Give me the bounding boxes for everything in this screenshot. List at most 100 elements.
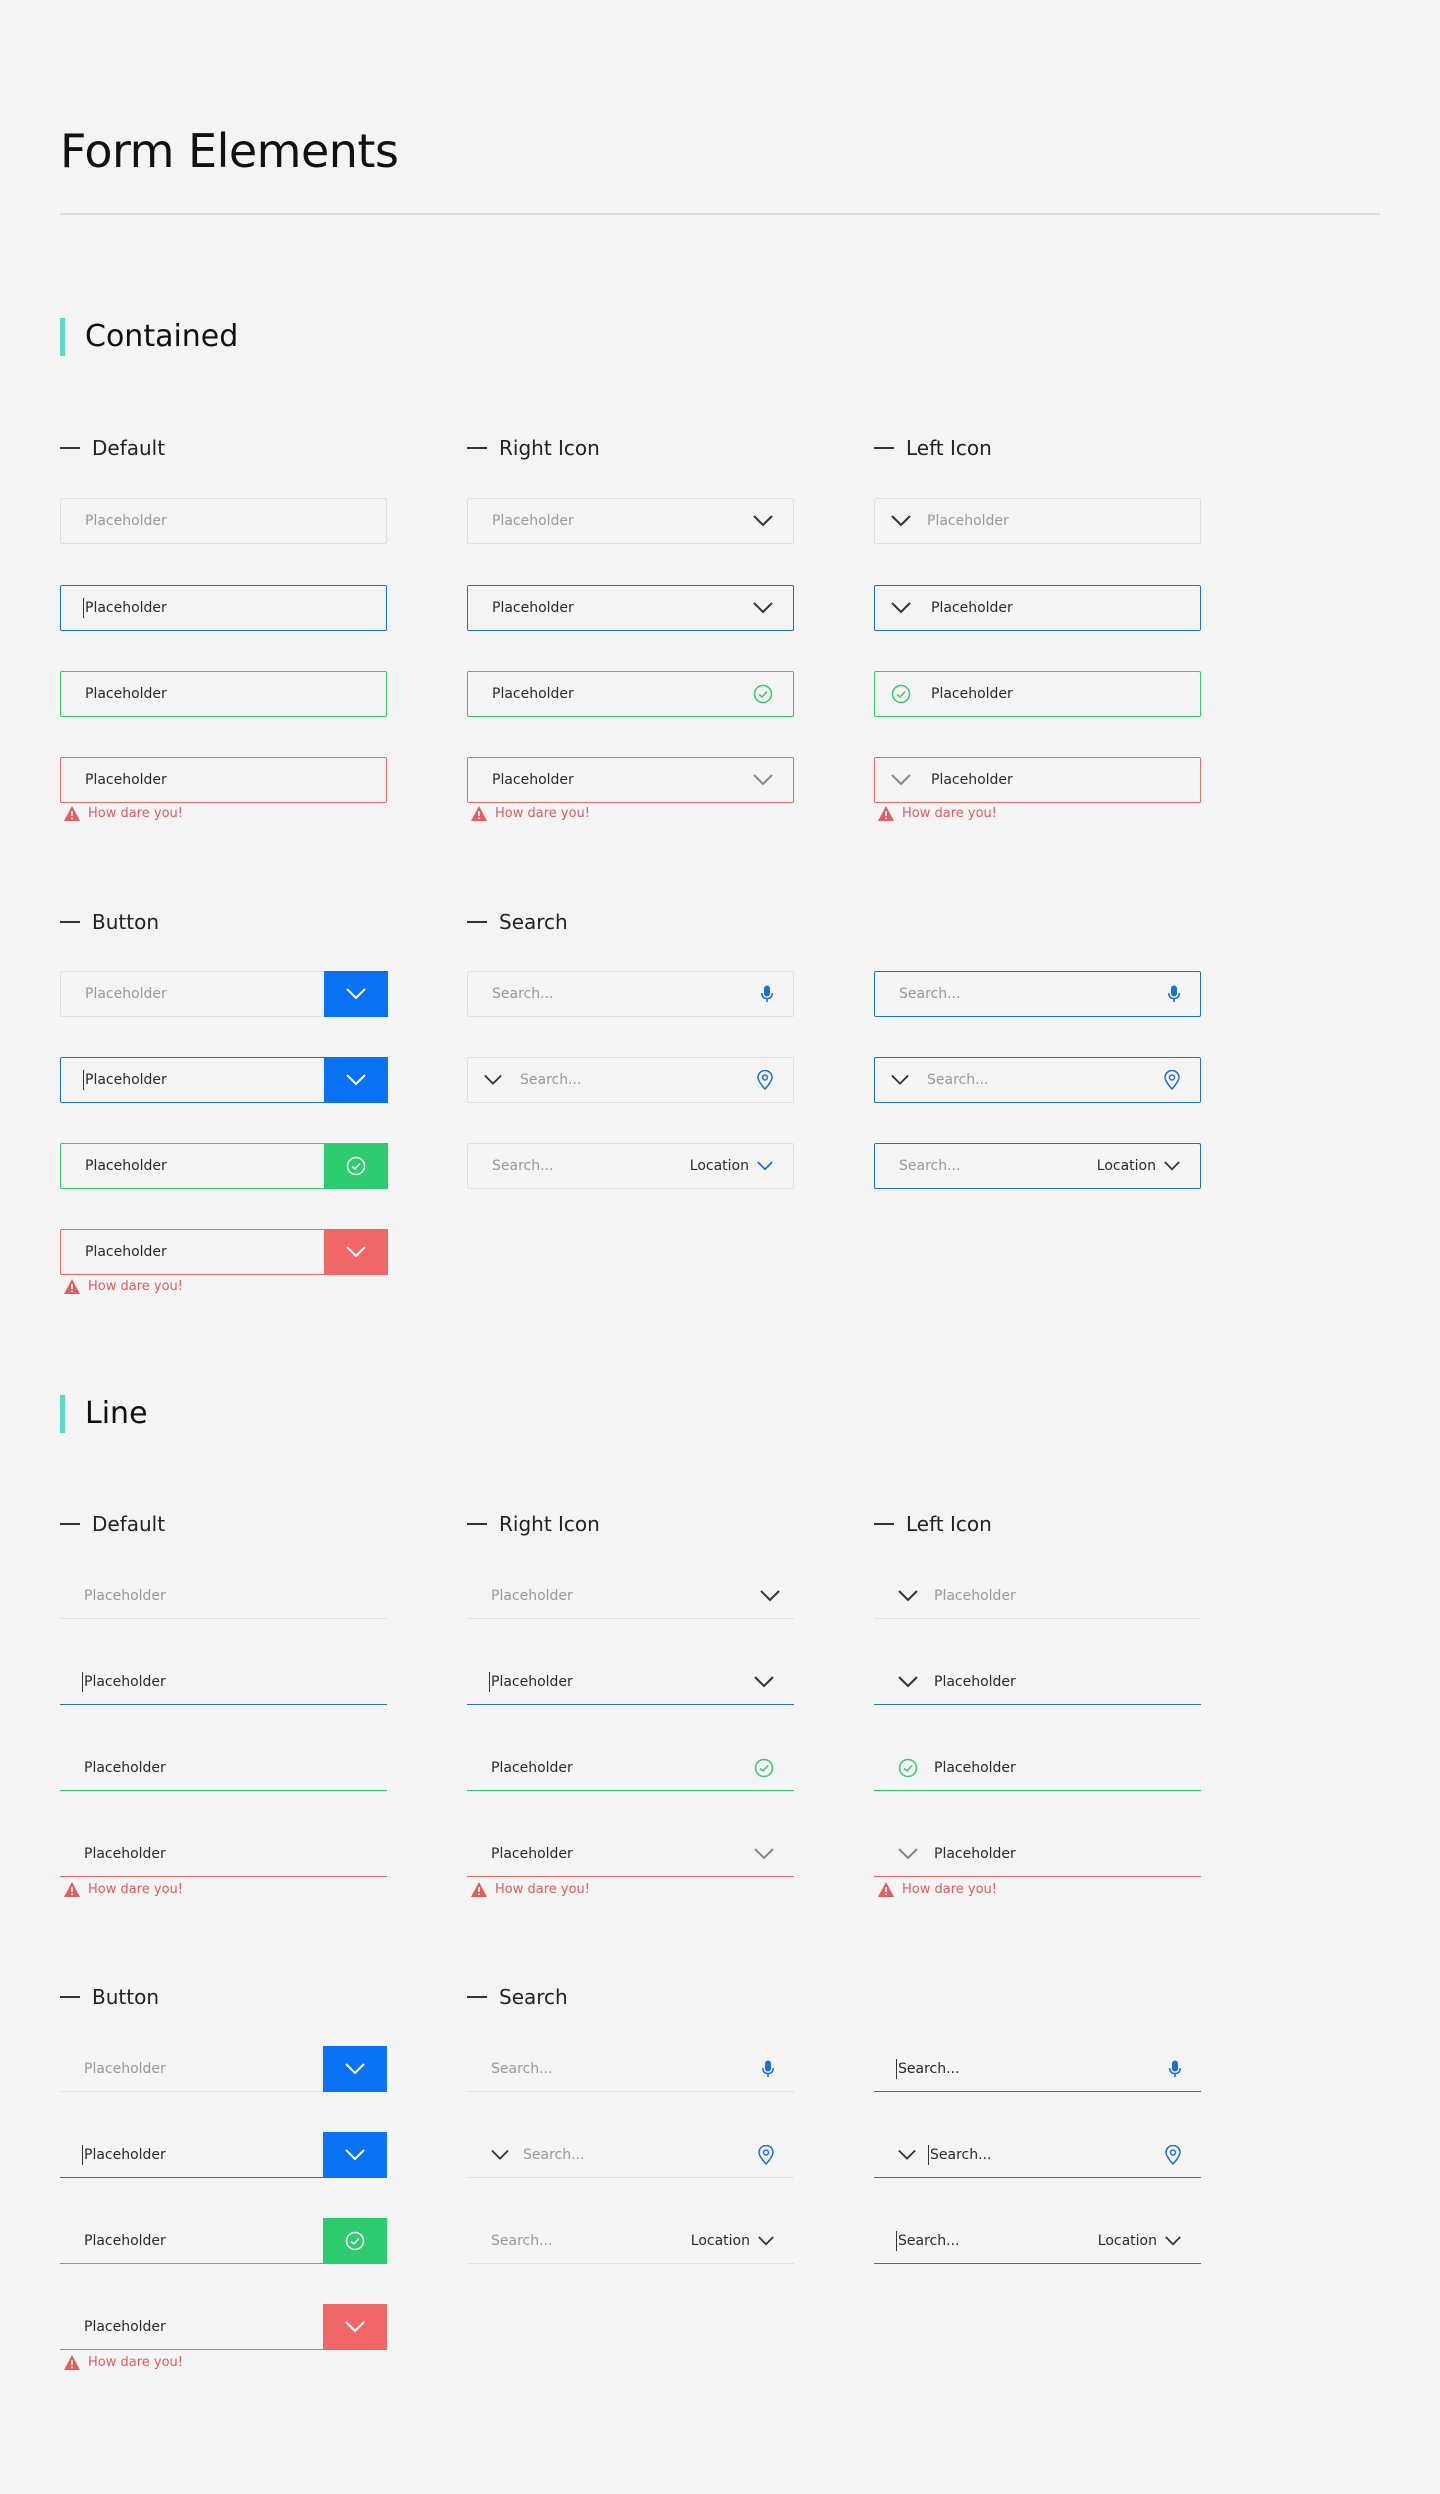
error-text: How dare you! (902, 806, 997, 821)
group-title-label: Button (92, 910, 159, 934)
line-search-input-mic-focused[interactable]: Search... (874, 2046, 1201, 2092)
location-pin-icon[interactable] (1164, 1070, 1180, 1090)
select-right-icon-default[interactable]: Placeholder (467, 498, 794, 544)
search-input-location-focused[interactable]: Search... (874, 1057, 1201, 1103)
search-placeholder: Search... (523, 2146, 585, 2163)
page-title: Form Elements (60, 124, 399, 178)
error-text: How dare you! (88, 1279, 183, 1294)
line-input-error[interactable]: Placeholder (60, 1831, 387, 1877)
input-value: Placeholder (491, 1845, 573, 1862)
line-select-right-icon-focused[interactable]: Placeholder (467, 1659, 794, 1705)
line-select-right-icon-default[interactable]: Placeholder (467, 1573, 794, 1619)
error-message: How dare you! (64, 1882, 183, 1897)
search-placeholder: Search... (491, 2232, 553, 2249)
dropdown-button[interactable] (323, 1056, 388, 1103)
input-placeholder: Placeholder (491, 1587, 573, 1604)
microphone-icon[interactable] (762, 2060, 774, 2078)
line-search-input-location[interactable]: Search... (467, 2132, 794, 2178)
button-select-success[interactable]: Placeholder (60, 1142, 388, 1189)
line-input-focused[interactable]: Placeholder (60, 1659, 387, 1705)
warning-icon (471, 1882, 487, 1897)
location-select[interactable]: Location (1097, 1158, 1180, 1174)
search-input-mic[interactable]: Search... (467, 971, 794, 1017)
line-input-success[interactable]: Placeholder (60, 1745, 387, 1791)
input-value: Placeholder (491, 1759, 573, 1776)
text-input-focused[interactable]: Placeholder (60, 585, 387, 631)
search-input-location[interactable]: Search... (467, 1057, 794, 1103)
location-pin-icon[interactable] (1165, 2144, 1181, 2165)
line-button-select-error[interactable]: Placeholder (60, 2304, 387, 2350)
select-left-icon-default[interactable]: Placeholder (874, 498, 1201, 544)
microphone-icon[interactable] (761, 985, 773, 1003)
error-message: How dare you! (878, 1882, 997, 1897)
check-circle-icon (753, 684, 773, 704)
select-right-icon-focused[interactable]: Placeholder (467, 585, 794, 631)
search-placeholder: Search... (927, 2144, 992, 2165)
success-button[interactable] (323, 2218, 387, 2264)
error-text: How dare you! (495, 806, 590, 821)
search-placeholder: Search... (492, 986, 554, 1002)
line-select-left-icon-error[interactable]: Placeholder (874, 1831, 1201, 1877)
success-button[interactable] (323, 1142, 388, 1189)
dropdown-button[interactable] (323, 1228, 388, 1275)
line-input-default[interactable]: Placeholder (60, 1573, 387, 1619)
chevron-down-icon (898, 1675, 918, 1688)
location-select[interactable]: Location (1098, 2233, 1181, 2249)
warning-icon (64, 806, 80, 821)
line-select-right-icon-success[interactable]: Placeholder (467, 1745, 794, 1791)
input-placeholder: Placeholder (85, 513, 167, 529)
dropdown-button[interactable] (323, 2046, 387, 2092)
check-circle-icon (754, 1758, 774, 1778)
input-value: Placeholder (489, 1671, 573, 1692)
dropdown-button[interactable] (323, 970, 388, 1017)
search-placeholder: Search... (491, 2060, 553, 2077)
button-select-error[interactable]: Placeholder (60, 1228, 388, 1275)
line-search-input-location-focused[interactable]: Search... (874, 2132, 1201, 2178)
input-value: Placeholder (85, 1244, 167, 1260)
line-button-select-default[interactable]: Placeholder (60, 2046, 387, 2092)
text-input-error[interactable]: Placeholder (60, 757, 387, 803)
section-title-line: Line (60, 1395, 148, 1433)
select-left-icon-error[interactable]: Placeholder (874, 757, 1201, 803)
button-select-focused[interactable]: Placeholder (60, 1056, 388, 1103)
dropdown-button[interactable] (323, 2304, 387, 2350)
select-right-icon-success[interactable]: Placeholder (467, 671, 794, 717)
group-title-default: Default (60, 436, 165, 460)
dropdown-button[interactable] (323, 2132, 387, 2178)
select-right-icon-error[interactable]: Placeholder (467, 757, 794, 803)
line-search-input-location-select[interactable]: Search... Location (467, 2218, 794, 2264)
search-placeholder: Search... (895, 2058, 960, 2079)
chevron-down-icon (891, 515, 911, 527)
line-search-input-mic[interactable]: Search... (467, 2046, 794, 2092)
chevron-down-icon (484, 1074, 502, 1086)
line-button-select-success[interactable]: Placeholder (60, 2218, 387, 2264)
line-select-left-icon-focused[interactable]: Placeholder (874, 1659, 1201, 1705)
search-input-location-select-focused[interactable]: Search... Location (874, 1143, 1201, 1189)
chevron-down-icon (1165, 2235, 1181, 2245)
location-pin-icon[interactable] (757, 1070, 773, 1090)
check-circle-icon (345, 2231, 365, 2251)
search-placeholder: Search... (927, 1072, 989, 1088)
group-title-button: Button (60, 1985, 159, 2009)
location-select[interactable]: Location (690, 1158, 773, 1174)
text-input-success[interactable]: Placeholder (60, 671, 387, 717)
line-select-left-icon-success[interactable]: Placeholder (874, 1745, 1201, 1791)
select-left-icon-success[interactable]: Placeholder (874, 671, 1201, 717)
warning-icon (471, 806, 487, 821)
button-select-default[interactable]: Placeholder (60, 970, 388, 1017)
search-input-location-select[interactable]: Search... Location (467, 1143, 794, 1189)
location-select[interactable]: Location (691, 2233, 774, 2249)
location-label: Location (1097, 2232, 1157, 2249)
select-left-icon-focused[interactable]: Placeholder (874, 585, 1201, 631)
line-select-left-icon-default[interactable]: Placeholder (874, 1573, 1201, 1619)
search-input-mic-focused[interactable]: Search... (874, 971, 1201, 1017)
warning-icon (64, 1279, 80, 1294)
text-input-default[interactable]: Placeholder (60, 498, 387, 544)
microphone-icon[interactable] (1169, 2060, 1181, 2078)
line-select-right-icon-error[interactable]: Placeholder (467, 1831, 794, 1877)
line-button-select-focused[interactable]: Placeholder (60, 2132, 387, 2178)
location-pin-icon[interactable] (758, 2144, 774, 2165)
microphone-icon[interactable] (1168, 985, 1180, 1003)
line-search-input-location-select-focused[interactable]: Search... Location (874, 2218, 1201, 2264)
input-value: Placeholder (934, 1673, 1016, 1690)
